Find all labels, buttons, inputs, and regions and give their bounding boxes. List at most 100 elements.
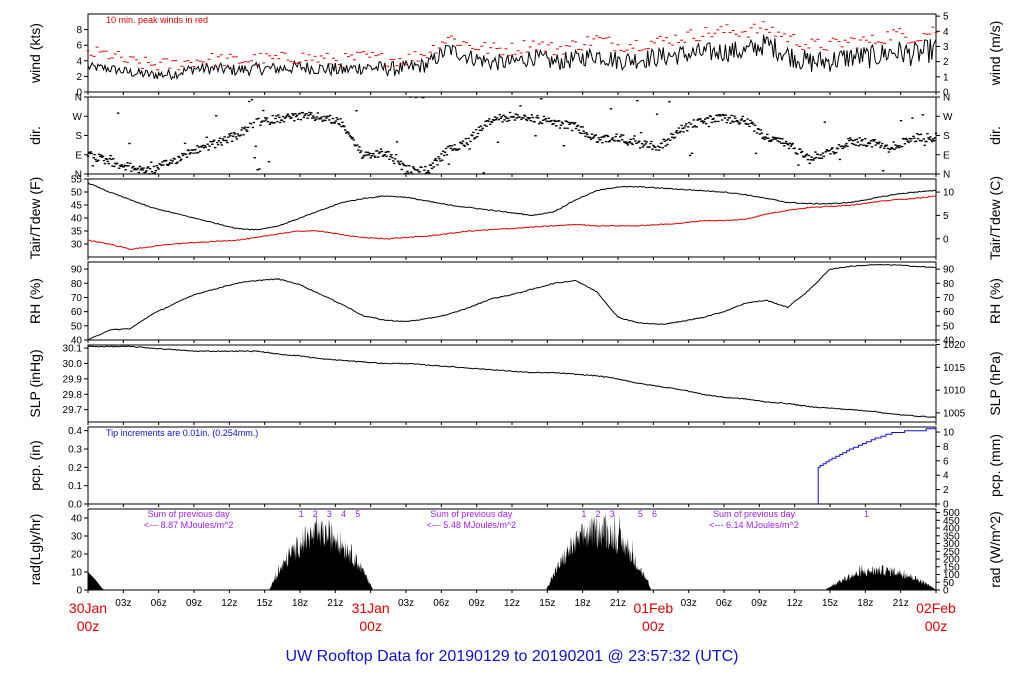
y-tick-label-left: 0 [76, 88, 82, 99]
y-axis-label-right-wind: wind (m/s) [987, 21, 1003, 87]
y-tick-label-left: 45 [71, 201, 83, 212]
x-tick-label: 09z [186, 598, 202, 609]
y-axis-label-right-pcp: pcp. (mm) [987, 434, 1003, 497]
y-tick-label-left: 8 [76, 25, 82, 36]
y-tick-label-right: N [943, 170, 950, 181]
y-tick-label-left: 0 [76, 586, 82, 597]
y-tick-label-right: W [943, 112, 953, 123]
hour-marker: 2 [313, 509, 318, 519]
radiation-area-night-tail [88, 572, 105, 590]
x-tick-label: 09z [469, 598, 485, 609]
y-tick-label-left: 4 [76, 56, 82, 67]
y-tick-label-left: E [75, 150, 82, 161]
y-tick-label-right: 4 [943, 27, 949, 38]
y-tick-label-right: 200 [943, 555, 960, 566]
hour-marker: 3 [327, 509, 332, 519]
x-tick-label: 06z [716, 598, 732, 609]
x-tick-label: 12z [787, 598, 803, 609]
y-tick-label-left: 20 [71, 550, 83, 561]
daily-sum-note-0: Sum of previous day [148, 509, 231, 519]
y-tick-label-right: 2 [943, 57, 949, 68]
hour-marker: 2 [595, 509, 600, 519]
y-axis-label-right-dir: dir. [987, 126, 1003, 145]
y-tick-label-right: 1020 [943, 340, 966, 351]
y-tick-label-right: 50 [943, 578, 955, 589]
radiation-area-day-2 [546, 509, 651, 590]
x-tick-label: 12z [221, 598, 237, 609]
series-line-wind-0 [87, 34, 937, 81]
hour-marker: 3 [610, 509, 615, 519]
y-tick-label-left: 29.9 [63, 374, 83, 385]
y-axis-label-right-temp: Tair/Tdew (C) [987, 176, 1003, 260]
series-line-temp-0 [87, 182, 937, 231]
daily-sum-note-1: Sum of previous day [430, 509, 513, 519]
x-tick-label: 15z [257, 598, 273, 609]
y-tick-label-left: 10 [71, 568, 83, 579]
x-day-label: 01Feb [633, 600, 673, 616]
panel-frame-pcp [87, 426, 937, 505]
y-tick-label-right: 4 [943, 471, 949, 482]
y-tick-label-left: S [75, 131, 82, 142]
y-tick-label-left: 55 [71, 175, 83, 186]
y-tick-label-left: 6 [76, 41, 82, 52]
y-tick-label-right: 400 [943, 524, 960, 535]
hour-marker: 4 [341, 509, 346, 519]
y-tick-label-right: S [943, 131, 950, 142]
hour-marker: 6 [652, 509, 657, 519]
y-tick-label-left: N [75, 93, 82, 104]
y-tick-label-right: 10 [943, 188, 955, 199]
x-tick-label: 15z [539, 598, 555, 609]
y-axis-label-left-pcp: pcp. (in) [27, 440, 43, 491]
y-tick-label-left: 30.0 [63, 359, 83, 370]
radiation-area-day-3 [825, 563, 936, 590]
daily-sum-note-2: Sum of previous day [713, 509, 796, 519]
y-tick-label-left: 60 [71, 307, 83, 318]
x-day-label: 30Jan [69, 600, 107, 616]
series-line-rh-0 [87, 263, 937, 341]
y-tick-label-left: W [73, 112, 83, 123]
y-tick-label-right: 1005 [943, 408, 966, 419]
x-day-time-label: 00z [642, 618, 665, 634]
y-tick-label-left: 29.7 [63, 405, 83, 416]
page-title: UW Rooftop Data for 20190129 to 20190201… [285, 648, 739, 665]
series-line-pcp [817, 428, 936, 505]
x-tick-label: 06z [433, 598, 449, 609]
y-axis-label-right-rh: RH (%) [987, 278, 1003, 324]
y-tick-label-right: 1 [943, 72, 949, 83]
y-axis-label-left-wind: wind (kts) [27, 23, 43, 84]
x-tick-label: 18z [575, 598, 591, 609]
hour-marker: 1 [581, 509, 586, 519]
y-tick-label-left: 35 [71, 227, 83, 238]
y-tick-label-right: 40 [943, 336, 955, 347]
daily-sum-value-0: <--- 8.87 MJoules/m^2 [144, 520, 234, 530]
series-line-slp-0 [87, 345, 937, 418]
x-tick-label: 21z [327, 598, 343, 609]
y-tick-label-right: 2 [943, 485, 949, 496]
y-tick-label-right: E [943, 150, 950, 161]
x-day-time-label: 00z [925, 618, 948, 634]
y-tick-label-right: 8 [943, 442, 949, 453]
panel-frame-temp [87, 178, 937, 258]
y-tick-label-right: 0 [943, 234, 949, 245]
y-tick-label-left: 0.1 [68, 481, 82, 492]
x-day-label: 31Jan [352, 600, 390, 616]
x-tick-label: 12z [504, 598, 520, 609]
y-tick-label-right: 0 [943, 500, 949, 511]
y-tick-label-left: 30 [71, 532, 83, 543]
y-tick-label-right: 1015 [943, 363, 966, 374]
x-tick-label: 06z [151, 598, 167, 609]
y-axis-label-right-rad: rad (W/m^2) [987, 511, 1003, 588]
y-tick-label-left: 90 [71, 265, 83, 276]
hour-marker: 5 [638, 509, 643, 519]
y-tick-label-left: 40 [71, 514, 83, 525]
y-tick-label-right: 300 [943, 539, 960, 550]
y-tick-label-left: 50 [71, 321, 83, 332]
series-line-temp-1 [87, 195, 936, 250]
x-tick-label: 18z [292, 598, 308, 609]
y-tick-label-left: 80 [71, 279, 83, 290]
y-tick-label-right: 250 [943, 547, 960, 558]
y-tick-label-left: 0.3 [68, 445, 82, 456]
y-tick-label-right: 100 [943, 570, 960, 581]
panel-annotation-wind: 10 min. peak winds in red [106, 15, 208, 25]
y-tick-label-right: 6 [943, 456, 949, 467]
